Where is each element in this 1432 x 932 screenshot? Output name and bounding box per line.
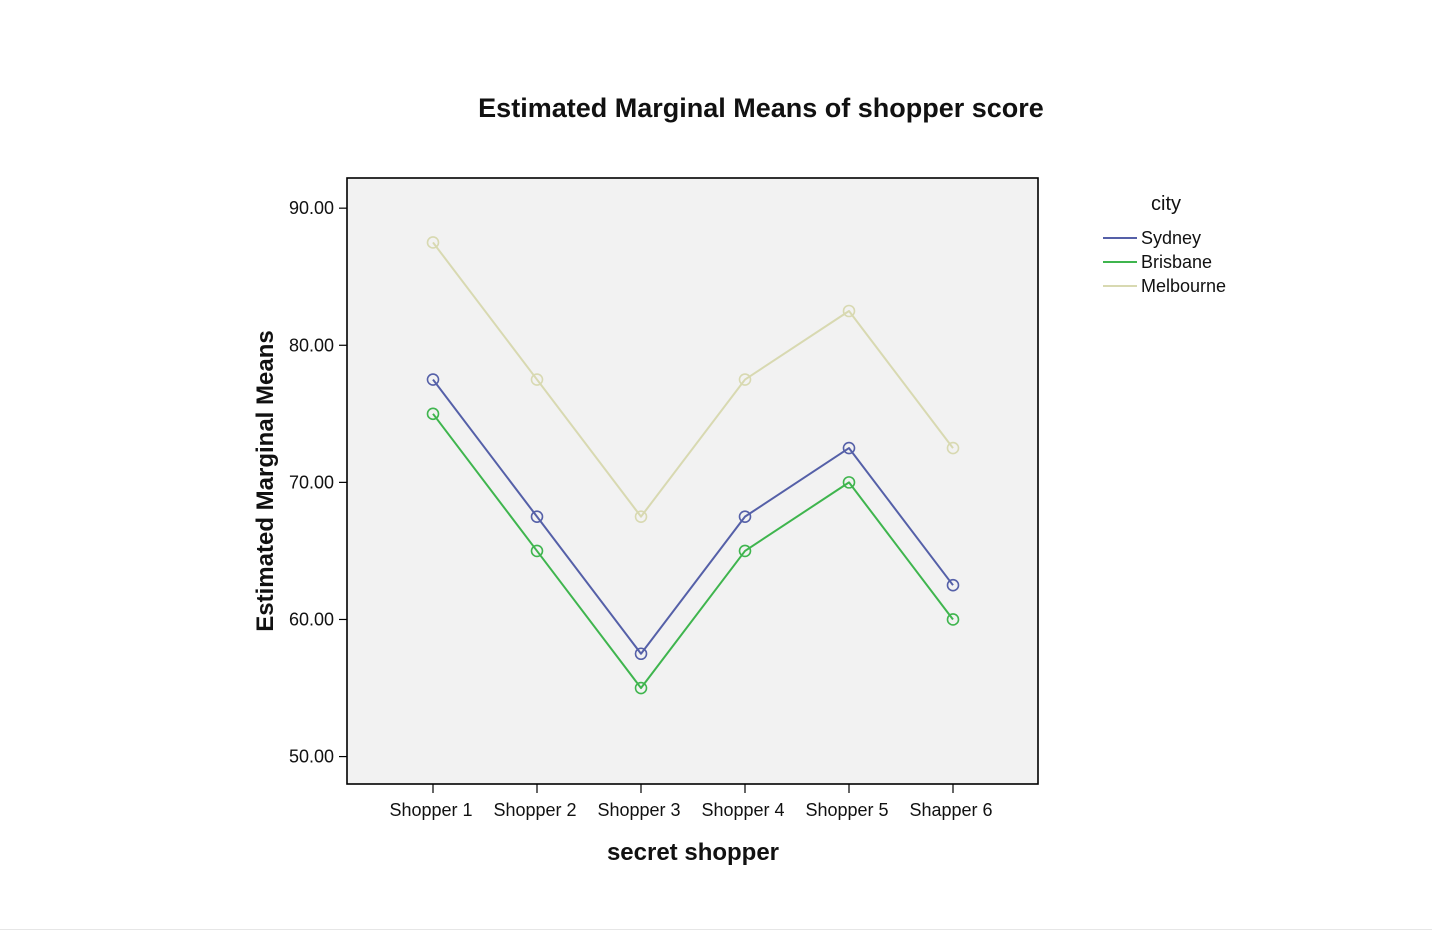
- series-line-brisbane: [432, 413, 954, 690]
- data-point: [426, 373, 440, 386]
- data-point: [634, 681, 648, 695]
- legend-item-sydney: Sydney: [1103, 228, 1201, 248]
- y-tick-label: 70.00: [289, 472, 334, 492]
- divider: [0, 929, 1432, 930]
- x-tick-label: Shopper 4: [701, 800, 784, 820]
- legend-label: Brisbane: [1141, 252, 1212, 272]
- x-axis-label: secret shopper: [607, 839, 779, 866]
- y-tick-label: 50.00: [289, 747, 334, 767]
- series-brisbane: [426, 407, 960, 695]
- data-point: [530, 373, 544, 386]
- x-tick-label: Shopper 3: [597, 800, 680, 820]
- plot-area: [346, 177, 1039, 785]
- data-point: [842, 304, 856, 318]
- x-tick-label: Shapper 6: [909, 800, 992, 820]
- y-axis-label: Estimated Marginal Means: [252, 330, 279, 631]
- data-point: [426, 407, 440, 421]
- data-point: [946, 578, 960, 592]
- data-point: [842, 441, 856, 455]
- series-layer: [426, 236, 960, 695]
- x-tick-label: Shopper 5: [805, 800, 888, 820]
- data-point: [634, 647, 648, 661]
- x-tick-label: Shopper 2: [493, 800, 576, 820]
- data-point: [946, 441, 960, 455]
- data-point: [738, 510, 752, 523]
- data-point: [530, 510, 544, 523]
- series-line-melbourne: [432, 241, 954, 518]
- data-point: [842, 476, 856, 489]
- data-point: [738, 373, 752, 386]
- data-point: [634, 510, 648, 523]
- series-melbourne: [426, 236, 960, 523]
- series-line-sydney: [432, 378, 954, 655]
- y-tick-label: 90.00: [289, 198, 334, 218]
- legend: city Sydney Brisbane Melbourne: [1103, 193, 1226, 296]
- x-axis: Shopper 1 Shopper 2 Shopper 3 Shopper 4 Shop…: [389, 784, 993, 820]
- legend-label: Sydney: [1141, 228, 1201, 248]
- x-tick-label: Shopper 1: [389, 800, 472, 820]
- y-axis: 50.00 60.00 70.00 80.00 90.00: [289, 198, 347, 767]
- y-tick-label: 80.00: [289, 335, 334, 355]
- y-tick-label: 60.00: [289, 609, 334, 629]
- legend-label: Melbourne: [1141, 276, 1226, 296]
- chart-title: Estimated Marginal Means of shopper scor…: [478, 93, 1044, 123]
- legend-title: city: [1151, 193, 1181, 215]
- data-point: [426, 236, 440, 249]
- data-point: [946, 613, 960, 626]
- legend-item-brisbane: Brisbane: [1103, 252, 1212, 272]
- data-point: [738, 544, 752, 558]
- legend-item-melbourne: Melbourne: [1103, 276, 1226, 296]
- series-sydney: [426, 373, 960, 661]
- data-point: [530, 544, 544, 558]
